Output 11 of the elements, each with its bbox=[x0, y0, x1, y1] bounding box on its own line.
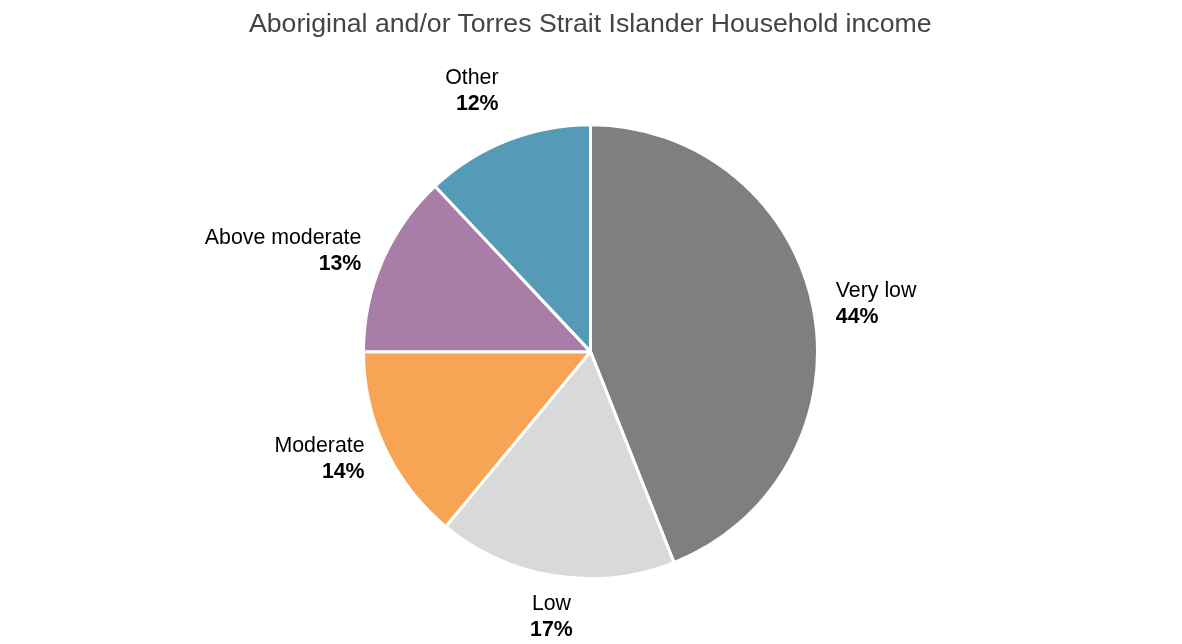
data-label: 44% bbox=[835, 304, 879, 329]
data-label: 17% bbox=[530, 616, 573, 641]
slice-label: Very low bbox=[835, 278, 917, 303]
data-label: 13% bbox=[318, 251, 362, 276]
slice-label: Low bbox=[531, 590, 572, 615]
slice-label: Moderate bbox=[274, 433, 365, 458]
data-label: 14% bbox=[321, 459, 365, 484]
data-label: 12% bbox=[455, 90, 499, 115]
chart-title: Aboriginal and/or Torres Strait Islander Household income bbox=[248, 7, 932, 38]
slice-label: Other bbox=[445, 64, 499, 89]
slice-label: Above moderate bbox=[204, 225, 362, 250]
